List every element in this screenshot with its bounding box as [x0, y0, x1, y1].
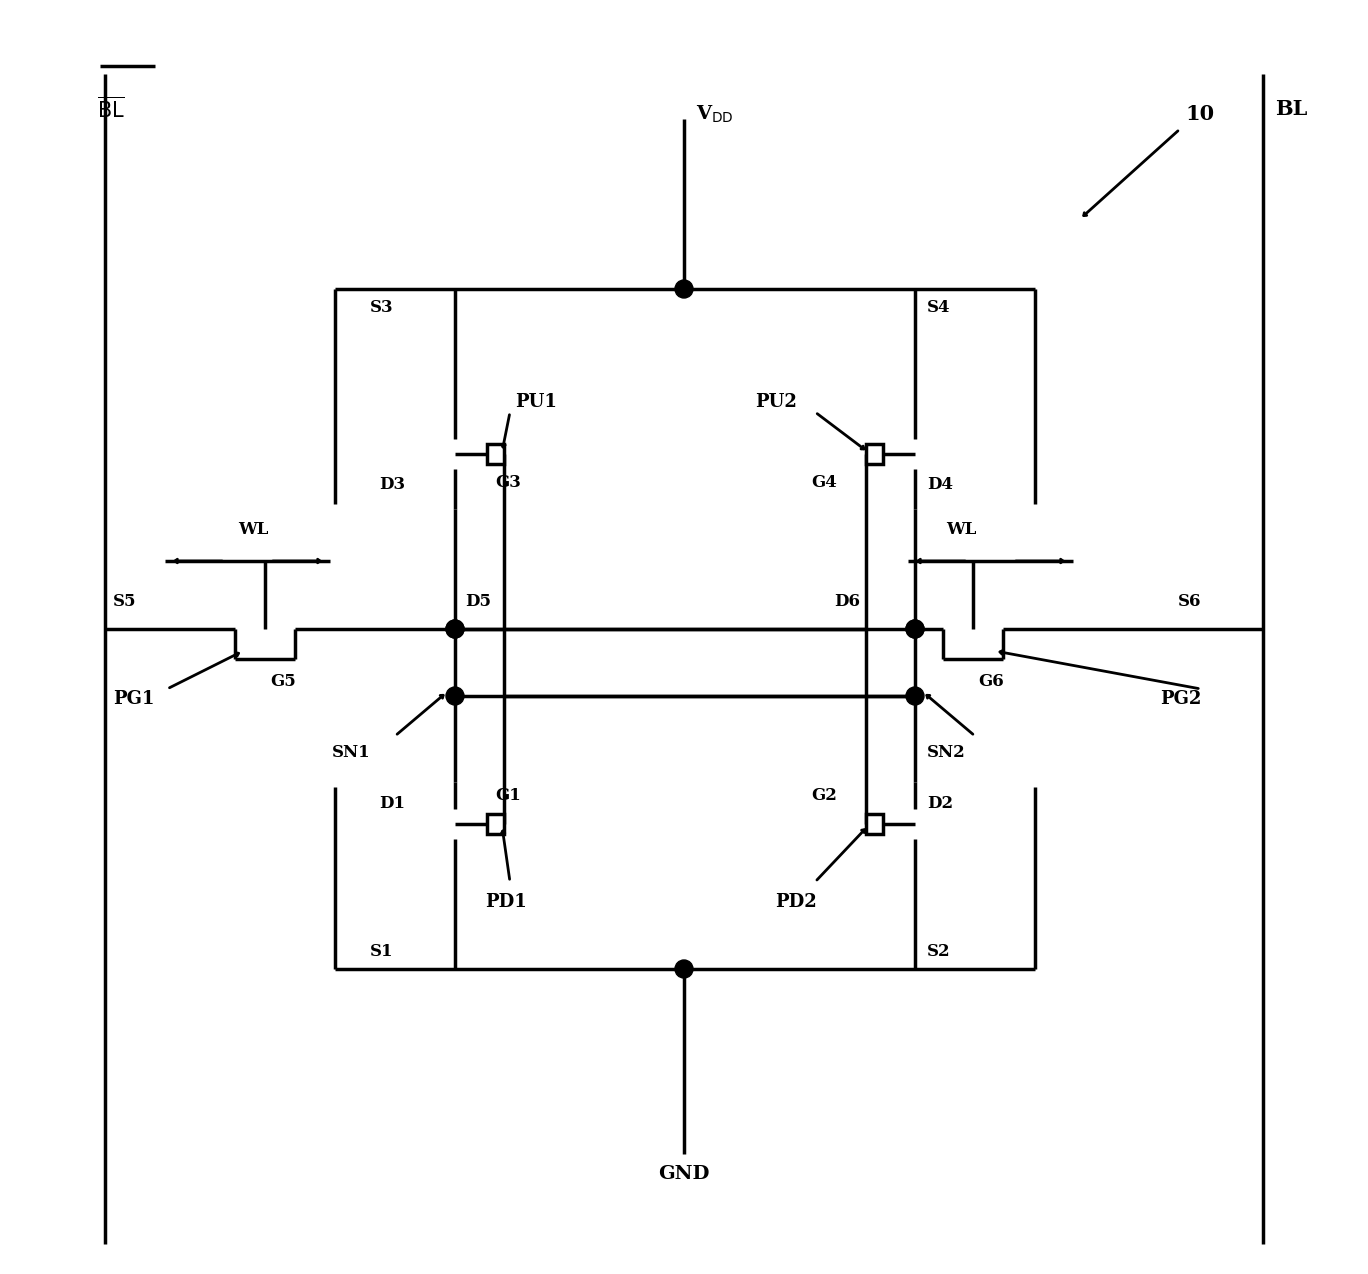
Text: D6: D6 — [834, 592, 860, 609]
Text: G6: G6 — [978, 673, 1004, 689]
Bar — [866, 814, 882, 834]
Text: S4: S4 — [928, 298, 951, 316]
Text: D2: D2 — [928, 795, 953, 813]
Bar — [487, 445, 503, 464]
Text: D3: D3 — [379, 475, 405, 493]
Text: S5: S5 — [114, 592, 137, 609]
Text: PU2: PU2 — [755, 392, 798, 412]
Text: WL: WL — [238, 521, 268, 538]
Text: WL: WL — [945, 521, 977, 538]
Text: S1: S1 — [369, 943, 393, 959]
Text: PG2: PG2 — [1160, 691, 1201, 708]
Text: G2: G2 — [811, 787, 837, 804]
Circle shape — [446, 620, 464, 638]
Text: BL: BL — [1275, 99, 1308, 118]
Circle shape — [674, 961, 694, 978]
Text: SN1: SN1 — [331, 744, 369, 761]
Text: S6: S6 — [1178, 592, 1201, 609]
Text: PD2: PD2 — [776, 893, 817, 911]
Text: D1: D1 — [379, 795, 405, 813]
Text: 10: 10 — [1185, 104, 1215, 124]
Bar — [487, 814, 503, 834]
Text: PU1: PU1 — [514, 392, 557, 412]
Text: G5: G5 — [269, 673, 295, 689]
Circle shape — [906, 620, 923, 638]
Bar — [866, 445, 882, 464]
Text: PG1: PG1 — [114, 691, 155, 708]
Circle shape — [446, 620, 464, 638]
Circle shape — [674, 280, 694, 298]
Text: G4: G4 — [811, 474, 837, 490]
Text: SN2: SN2 — [928, 744, 966, 761]
Circle shape — [446, 687, 464, 705]
Text: PD1: PD1 — [486, 893, 527, 911]
Text: $\overline{\rm BL}$: $\overline{\rm BL}$ — [97, 97, 124, 122]
Text: D5: D5 — [465, 592, 491, 609]
Text: D4: D4 — [928, 475, 953, 493]
Text: V$_{\rm DD}$: V$_{\rm DD}$ — [696, 103, 733, 125]
Circle shape — [906, 687, 923, 705]
Text: G3: G3 — [495, 474, 521, 490]
Text: S2: S2 — [928, 943, 951, 959]
Text: S3: S3 — [369, 298, 393, 316]
Text: GND: GND — [658, 1164, 710, 1184]
Text: G1: G1 — [495, 787, 521, 804]
Circle shape — [906, 620, 923, 638]
